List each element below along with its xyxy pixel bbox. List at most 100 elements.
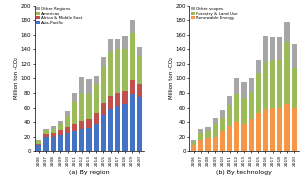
Bar [44, 130, 49, 134]
Bar [242, 124, 247, 151]
Bar [58, 135, 63, 151]
Bar [191, 139, 196, 142]
Bar [108, 52, 113, 96]
Bar [36, 145, 41, 151]
Bar [284, 42, 290, 104]
Bar [248, 91, 254, 119]
Bar [137, 97, 142, 151]
Bar [94, 124, 99, 151]
Bar [198, 139, 203, 151]
Bar [198, 133, 203, 139]
Bar [248, 78, 254, 91]
Bar [51, 129, 56, 133]
Y-axis label: Million ton -CO₂: Million ton -CO₂ [14, 57, 19, 99]
Bar [220, 118, 225, 131]
Bar [86, 79, 92, 94]
Bar [137, 56, 142, 84]
Bar [227, 105, 232, 126]
Bar [263, 109, 268, 151]
Bar [292, 108, 297, 151]
Bar [86, 94, 92, 119]
Bar [94, 76, 99, 84]
Bar [108, 96, 113, 109]
Bar [108, 109, 113, 151]
Bar [191, 142, 196, 145]
Bar [72, 93, 77, 102]
Bar [263, 36, 268, 62]
Bar [44, 129, 49, 130]
Bar [277, 108, 282, 151]
Bar [256, 113, 261, 151]
Bar [198, 129, 203, 133]
Bar [65, 133, 70, 151]
Bar [36, 144, 41, 145]
Bar [122, 36, 128, 49]
Bar [191, 145, 196, 151]
Bar [101, 67, 106, 103]
Bar [58, 130, 63, 135]
Bar [137, 47, 142, 56]
Bar [256, 73, 261, 113]
Bar [206, 138, 211, 151]
Bar [58, 124, 63, 130]
Bar [220, 131, 225, 151]
Bar [263, 62, 268, 109]
Bar [220, 110, 225, 118]
Bar [292, 67, 297, 108]
Bar [248, 119, 254, 151]
Bar [122, 91, 128, 104]
X-axis label: (b) By technology: (b) By technology [216, 170, 272, 175]
Bar [206, 127, 211, 131]
Bar [242, 82, 247, 98]
Bar [36, 139, 41, 141]
Bar [206, 131, 211, 138]
Bar [44, 134, 49, 137]
Bar [115, 49, 120, 93]
Bar [79, 93, 85, 121]
Bar [137, 84, 142, 97]
Bar [94, 113, 99, 124]
Bar [234, 122, 239, 151]
Bar [79, 129, 85, 151]
Bar [277, 60, 282, 108]
Bar [130, 80, 135, 94]
Bar [115, 93, 120, 106]
Bar [44, 137, 49, 151]
X-axis label: (a) By region: (a) By region [69, 170, 110, 175]
Bar [65, 127, 70, 133]
Bar [79, 77, 85, 93]
Bar [234, 94, 239, 122]
Bar [115, 106, 120, 151]
Bar [72, 102, 77, 124]
Bar [101, 103, 106, 115]
Bar [108, 39, 113, 52]
Bar [72, 131, 77, 151]
Bar [256, 60, 261, 73]
Bar [277, 37, 282, 60]
Bar [270, 108, 275, 151]
Bar [101, 57, 106, 67]
Bar [130, 94, 135, 151]
Bar [86, 119, 92, 128]
Bar [115, 39, 120, 49]
Bar [213, 118, 218, 124]
Bar [130, 33, 135, 80]
Bar [51, 126, 56, 129]
Legend: Other Regions, Americas, Africa & Middle East, Asia-Pacific: Other Regions, Americas, Africa & Middle… [35, 6, 83, 25]
Bar [234, 78, 239, 94]
Bar [86, 128, 92, 151]
Bar [72, 124, 77, 131]
Bar [213, 137, 218, 151]
Bar [65, 111, 70, 116]
Bar [227, 126, 232, 151]
Bar [284, 104, 290, 151]
Bar [284, 22, 290, 42]
Legend: Other scopes, Forestry & Land Use, Renewable Energy: Other scopes, Forestry & Land Use, Renew… [190, 6, 238, 21]
Bar [270, 60, 275, 108]
Bar [292, 44, 297, 67]
Bar [79, 121, 85, 129]
Bar [58, 121, 63, 124]
Bar [94, 84, 99, 113]
Y-axis label: Million ton -CO₂: Million ton -CO₂ [169, 57, 174, 99]
Bar [242, 98, 247, 124]
